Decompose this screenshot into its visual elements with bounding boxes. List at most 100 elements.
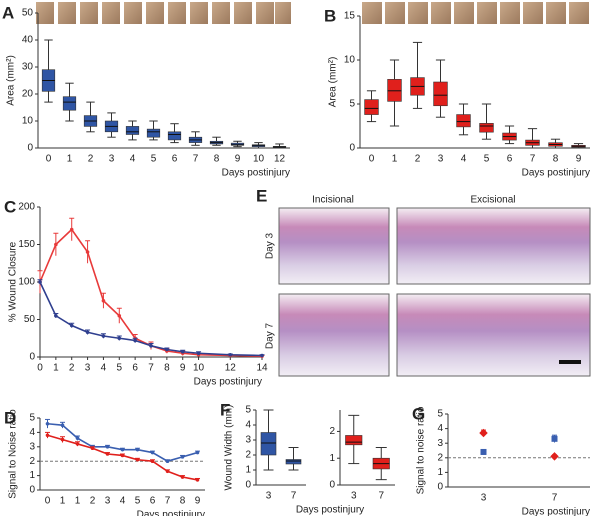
point: [117, 336, 122, 341]
series-line: [47, 434, 198, 481]
histology-image: [278, 293, 390, 377]
x-axis-label: Days postinjury: [296, 505, 364, 516]
point: [38, 280, 42, 284]
x-tick-label: 7: [378, 491, 384, 502]
x-tick-label: 7: [530, 154, 536, 165]
column-label: Incisional: [312, 195, 354, 206]
x-axis-label: Days postinjury: [137, 510, 205, 516]
histology-image: [396, 207, 591, 285]
y-axis-label: Signal to noise ratio: [416, 406, 427, 494]
point: [550, 452, 559, 461]
y-tick-label: 2: [29, 456, 35, 467]
panel-letter: C: [4, 197, 16, 216]
point: [45, 433, 50, 438]
point: [45, 421, 50, 426]
panel-letter: E: [256, 186, 267, 205]
y-tick-label: 5: [349, 99, 355, 110]
point: [180, 349, 185, 354]
x-tick-label: 3: [105, 496, 111, 507]
x-tick-label: 9: [195, 496, 201, 507]
y-tick-label: 1: [29, 470, 35, 481]
histology-image: [278, 207, 390, 285]
panel-letter: D: [4, 408, 16, 427]
point: [60, 423, 65, 428]
point: [165, 459, 170, 464]
box: [285, 459, 302, 465]
x-tick-label: 12: [225, 363, 237, 374]
x-tick-label: 6: [132, 363, 138, 374]
box: [62, 96, 77, 111]
x-axis-label: Days postinjury: [522, 507, 590, 516]
y-tick-label: 1: [245, 465, 251, 476]
x-tick-label: 6: [172, 154, 178, 165]
y-tick-label: 0: [29, 352, 35, 363]
x-tick-label: 1: [67, 154, 73, 165]
y-axis-label: Wound Width (mm): [224, 405, 235, 491]
box: [456, 114, 471, 128]
y-tick-label: 1: [437, 467, 443, 478]
point: [551, 435, 558, 442]
point: [135, 457, 140, 462]
point: [180, 475, 185, 479]
y-tick-label: 30: [22, 62, 34, 73]
histology-image: [396, 293, 591, 377]
y-tick-label: 4: [245, 420, 251, 431]
point: [150, 450, 155, 455]
point: [60, 437, 65, 442]
point: [75, 436, 80, 440]
box: [433, 81, 448, 107]
photo-strip-a: [36, 2, 291, 24]
point: [195, 478, 200, 482]
box: [364, 99, 379, 115]
y-tick-label: 20: [22, 89, 34, 100]
x-tick-label: 8: [214, 154, 220, 165]
x-tick-label: 0: [46, 154, 52, 165]
x-tick-label: 4: [101, 363, 107, 374]
point: [105, 445, 110, 449]
x-tick-label: 1: [53, 363, 59, 374]
point: [90, 446, 95, 451]
y-tick-label: 15: [344, 11, 356, 22]
x-tick-label: 9: [576, 154, 582, 165]
y-tick-label: 3: [437, 438, 443, 449]
point: [101, 298, 106, 303]
x-tick-label: 6: [150, 496, 156, 507]
scale-bar: [559, 360, 581, 364]
y-tick-label: 0: [245, 480, 251, 491]
x-tick-label: 1: [75, 496, 81, 507]
point: [75, 442, 80, 446]
x-tick-label: 5: [135, 496, 141, 507]
y-tick-label: 0: [29, 485, 35, 496]
x-tick-label: 3: [481, 493, 487, 504]
x-tick-label: 7: [291, 491, 297, 502]
x-tick-label: 0: [369, 154, 375, 165]
point: [196, 351, 201, 356]
panel-letter: A: [2, 3, 14, 22]
y-tick-label: 5: [437, 409, 443, 420]
x-axis-label: Days postinjury: [522, 168, 590, 179]
x-tick-label: 6: [507, 154, 513, 165]
x-tick-label: 5: [484, 154, 490, 165]
x-tick-label: 1: [392, 154, 398, 165]
x-tick-label: 4: [130, 154, 136, 165]
point: [165, 347, 169, 352]
point: [165, 469, 170, 474]
row-label: Day 7: [265, 323, 276, 350]
x-tick-label: 8: [180, 496, 186, 507]
y-tick-label: 0: [27, 143, 33, 154]
x-axis-label: Days postinjury: [222, 168, 290, 179]
y-tick-label: 2: [437, 452, 443, 463]
point: [180, 455, 185, 459]
y-tick-label: 2: [245, 450, 251, 461]
point: [85, 330, 90, 335]
point: [149, 343, 153, 348]
x-tick-label: 9: [235, 154, 241, 165]
x-tick-label: 10: [253, 154, 265, 165]
y-tick-label: 2: [329, 426, 335, 437]
y-axis-label: % Wound Closure: [8, 241, 19, 322]
y-tick-label: 0: [329, 480, 335, 491]
x-tick-label: 10: [193, 363, 205, 374]
x-tick-label: 3: [351, 491, 357, 502]
point: [69, 323, 74, 328]
x-tick-label: 8: [164, 363, 170, 374]
